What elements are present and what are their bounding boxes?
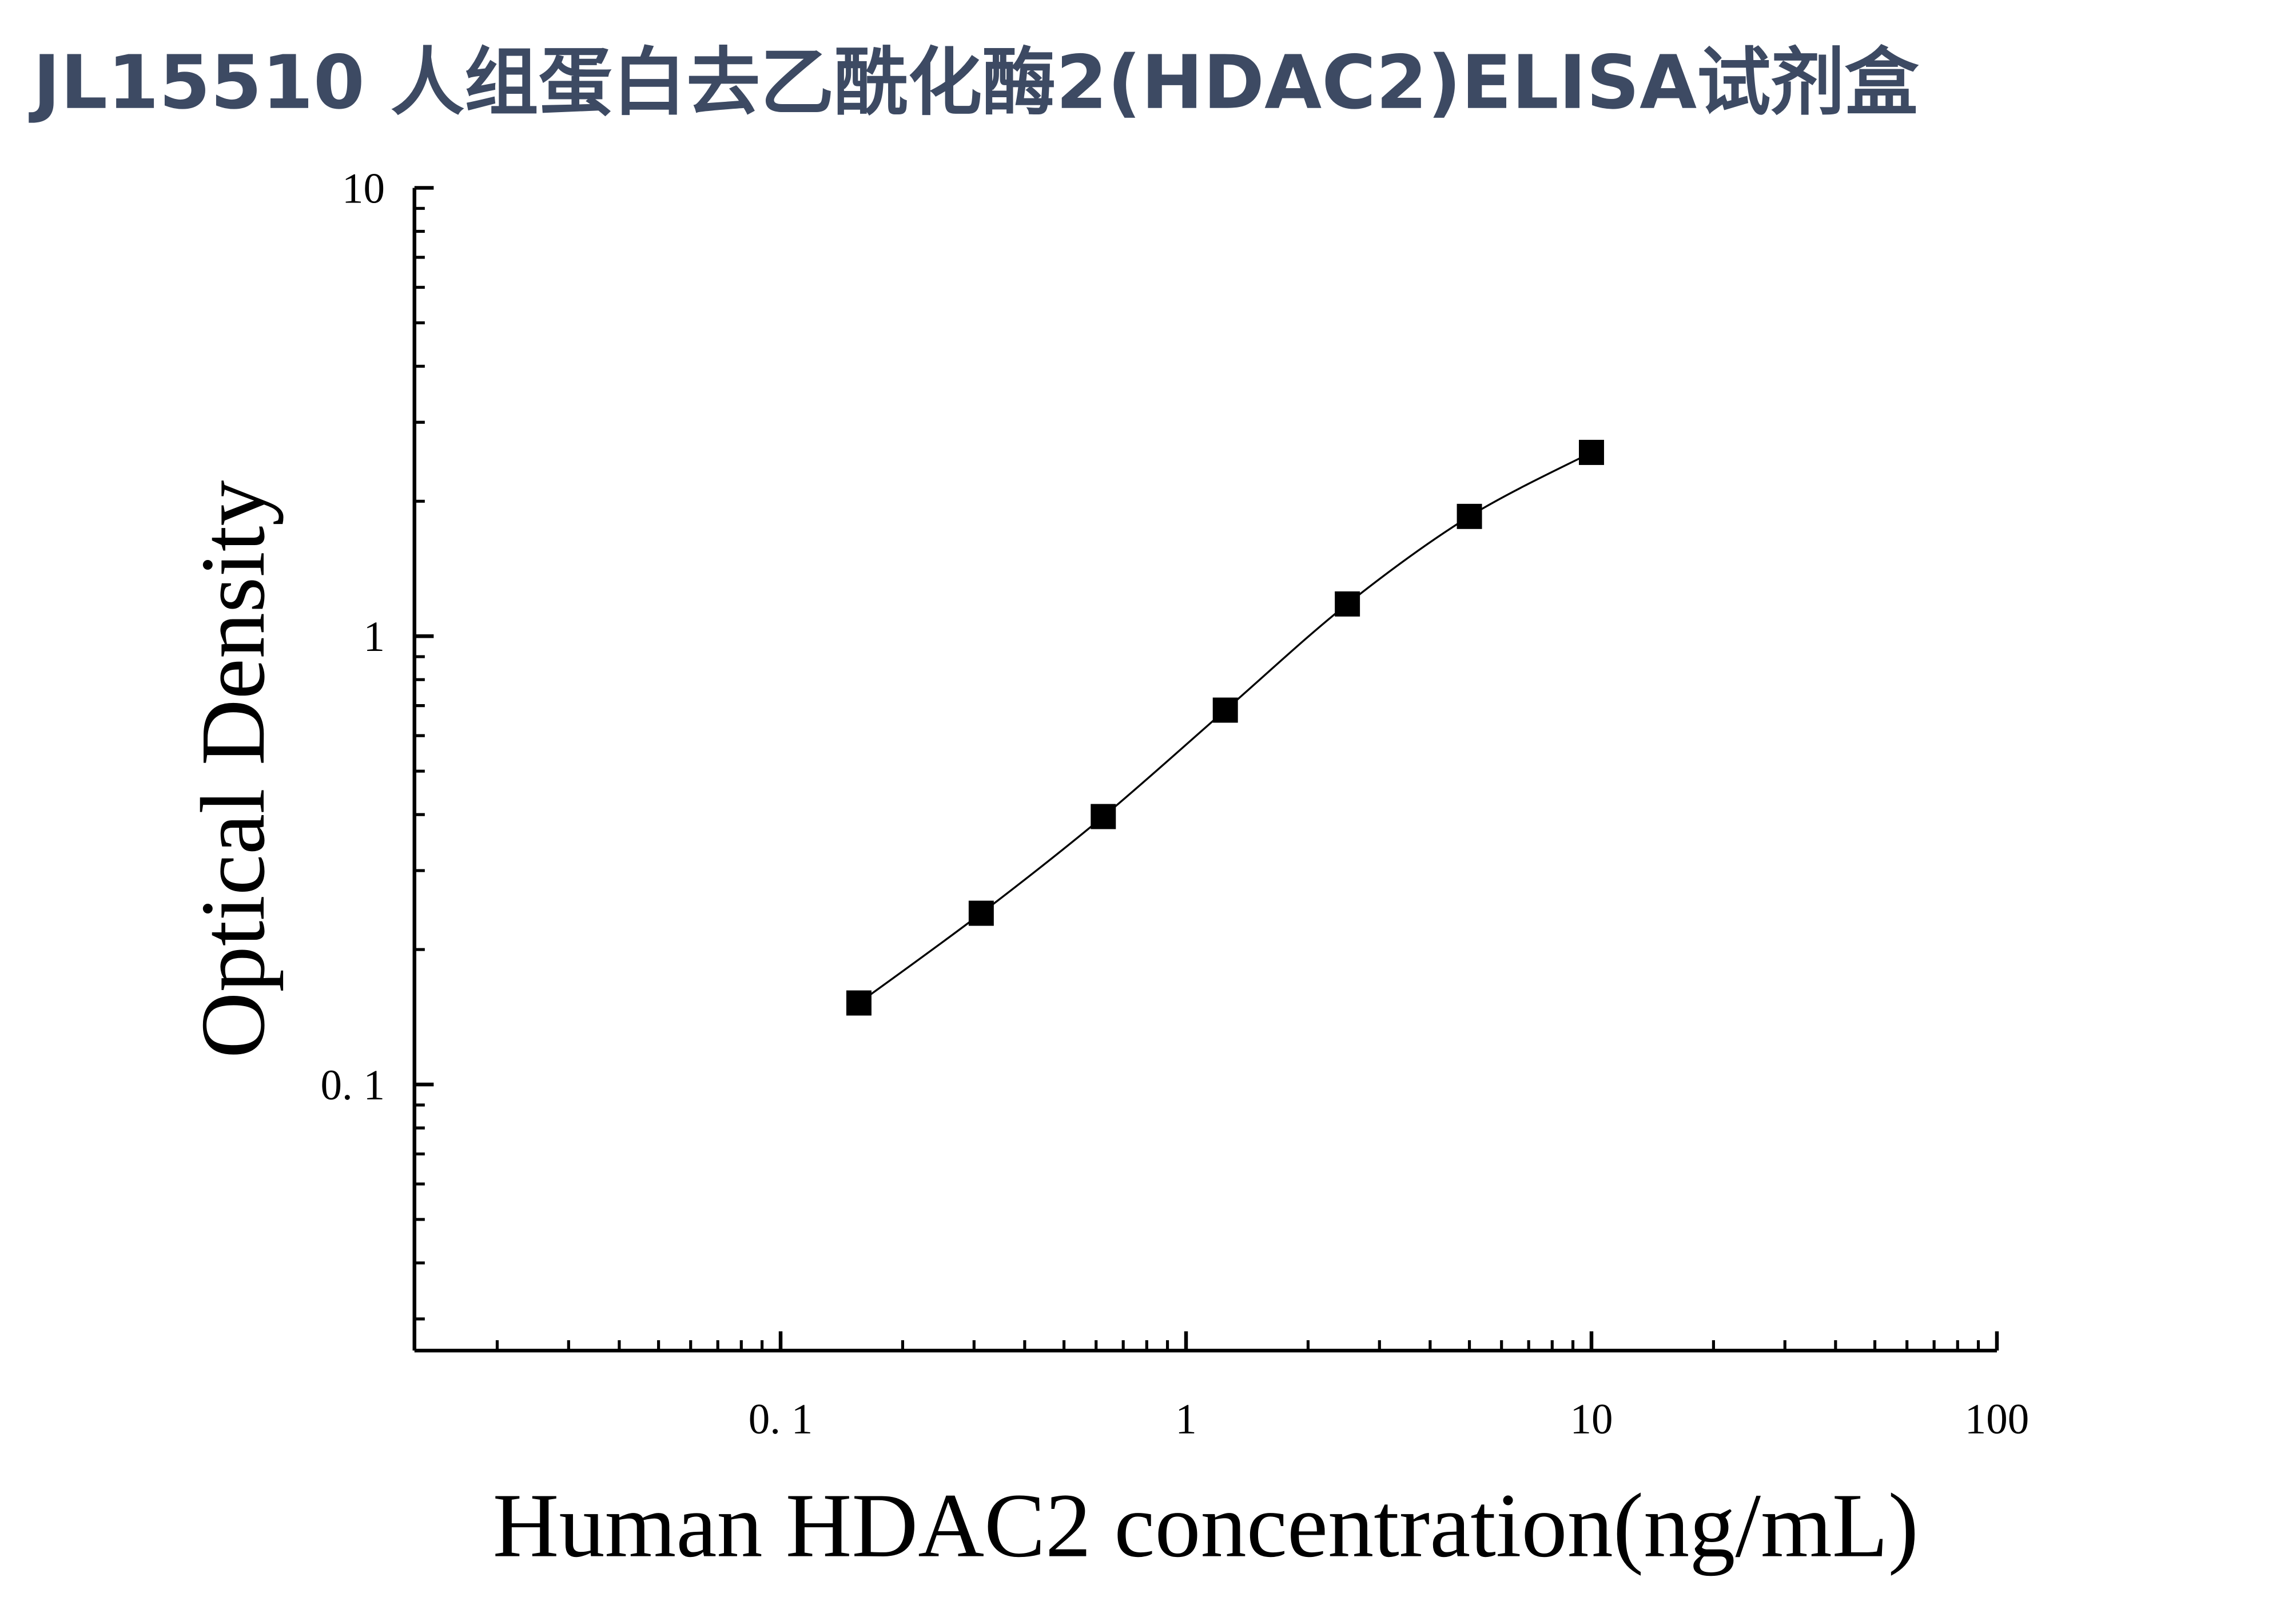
data-point bbox=[1091, 804, 1116, 829]
y-tick-label: 1 bbox=[364, 613, 385, 661]
x-tick-label: 0. 1 bbox=[749, 1396, 813, 1443]
data-point bbox=[1335, 591, 1360, 617]
x-tick-label: 10 bbox=[1570, 1396, 1613, 1443]
data-point bbox=[1212, 697, 1238, 723]
data-point bbox=[846, 990, 872, 1016]
y-tick-label: 10 bbox=[342, 165, 385, 212]
y-axis-label: Optical Density bbox=[182, 480, 284, 1058]
y-tick-label: 0. 1 bbox=[321, 1062, 385, 1109]
data-point bbox=[1579, 439, 1604, 465]
data-point bbox=[968, 900, 994, 926]
x-tick-label: 100 bbox=[1965, 1396, 2029, 1443]
x-tick-label: 1 bbox=[1175, 1396, 1197, 1443]
x-axis-label: Human HDAC2 concentration(ng/mL) bbox=[493, 1475, 1919, 1576]
chart-title: JL15510 人组蛋白去乙酰化酶2(HDAC2)ELISA试剂盒 bbox=[29, 40, 1919, 126]
data-point bbox=[1457, 503, 1482, 529]
